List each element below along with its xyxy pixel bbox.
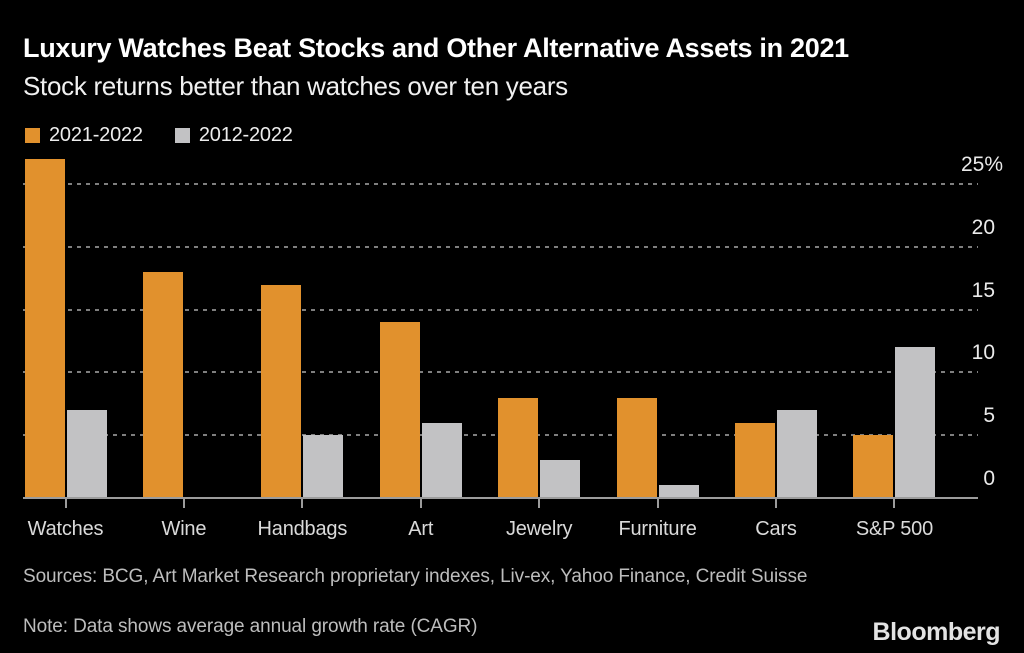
legend-label-2012-2022: 2012-2022 [198, 123, 293, 146]
y-axis-label-15: 15 [971, 278, 995, 302]
x-axis-tick-cars [775, 499, 778, 508]
category-label-furniture: Furniture [618, 518, 697, 540]
category-label-handbags: Handbags [257, 518, 348, 540]
category-label-jewelry: Jewelry [505, 518, 573, 540]
x-axis-tick-s-p-500 [893, 499, 896, 508]
y-axis-label-25: 25% [960, 153, 1003, 177]
bar-jewelry-2012-2022 [540, 460, 581, 498]
bar-jewelry-2021-2022 [498, 397, 539, 498]
bar-wine-2021-2022 [142, 272, 183, 498]
bar-furniture-2021-2022 [616, 397, 657, 498]
bar-handbags-2012-2022 [303, 435, 344, 498]
chart-subtitle: Stock returns better than watches over t… [23, 71, 568, 101]
gridline-20 [23, 245, 978, 248]
category-label-s-p-500: S&P 500 [855, 518, 934, 540]
x-axis-tick-art [419, 499, 422, 508]
sources-note: Sources: BCG, Art Market Research propri… [23, 566, 808, 587]
bar-cars-2021-2022 [735, 422, 776, 498]
bar-furniture-2012-2022 [658, 485, 699, 498]
bar-art-2021-2022 [379, 322, 420, 498]
gridline-25 [23, 183, 978, 186]
category-label-watches: Watches [27, 518, 104, 540]
bar-handbags-2021-2022 [261, 284, 302, 498]
legend-item-2021-2022: 2021-2022 [25, 124, 143, 147]
bar-s-p-500-2012-2022 [895, 347, 936, 498]
x-axis-tick-wine [182, 499, 185, 508]
gridline-10 [23, 371, 978, 374]
bar-watches-2021-2022 [24, 159, 65, 498]
x-axis-tick-watches [64, 499, 67, 508]
legend-item-2012-2022: 2012-2022 [174, 123, 293, 147]
legend: 2021-2022 2012-2022 [25, 124, 325, 146]
legend-label-2021-2022: 2021-2022 [49, 123, 143, 146]
y-axis-label-10: 10 [971, 341, 995, 365]
bar-watches-2012-2022 [66, 410, 107, 498]
bar-s-p-500-2021-2022 [853, 435, 894, 498]
category-label-art: Art [408, 518, 434, 540]
chart-title: Luxury Watches Beat Stocks and Other Alt… [23, 33, 849, 63]
category-label-cars: Cars [755, 518, 797, 540]
methodology-note: Note: Data shows average annual growth r… [23, 616, 478, 637]
y-axis-label-0: 0 [983, 467, 995, 490]
legend-swatch-2012-2022 [174, 127, 190, 143]
bar-cars-2012-2022 [777, 410, 818, 498]
bar-art-2012-2022 [421, 422, 462, 498]
x-axis-tick-handbags [301, 499, 304, 508]
category-label-wine: Wine [161, 518, 207, 540]
bloomberg-logo: Bloomberg [872, 618, 1001, 646]
legend-swatch-2021-2022 [25, 127, 40, 143]
gridline-15 [23, 308, 978, 311]
x-axis-tick-furniture [656, 499, 659, 508]
y-axis-label-20: 20 [971, 215, 995, 239]
x-axis-baseline [23, 497, 978, 499]
y-axis-label-5: 5 [983, 404, 995, 428]
x-axis-tick-jewelry [538, 499, 541, 508]
